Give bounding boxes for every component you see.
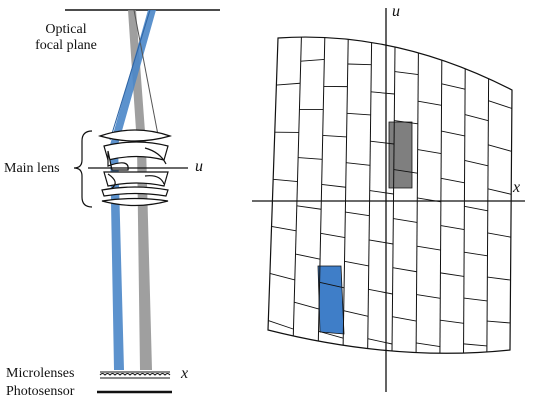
grid-brick-line	[276, 82, 301, 86]
ray-space-grid	[267, 36, 513, 354]
grid-brick-line	[441, 83, 466, 90]
grid-brick-line	[319, 281, 345, 289]
grid-column-line	[342, 39, 349, 346]
main-lens-elements	[97, 129, 173, 207]
grid-brick-line	[416, 294, 441, 299]
microlens-array	[99, 371, 171, 379]
main-lens-label: Main lens	[4, 161, 60, 176]
grid-column-line	[367, 42, 373, 349]
grid-brick-line	[320, 232, 345, 239]
grid-brick-line	[269, 273, 295, 281]
grid-brick-line	[346, 112, 371, 116]
grid-column-line	[439, 60, 443, 354]
grid-brick-line	[318, 330, 344, 339]
grid-brick-line	[440, 177, 465, 184]
grid-brick-line	[295, 253, 321, 260]
grid-brick-line	[464, 159, 489, 167]
grid-brick-line	[417, 100, 442, 106]
right-u-axis-label: u	[392, 3, 400, 20]
grid-brick-line	[463, 343, 487, 347]
grid-brick-line	[271, 225, 297, 232]
grid-brick-line	[488, 100, 512, 109]
grid-brick-line	[345, 211, 370, 217]
grid-brick-line	[392, 267, 417, 273]
grid-column-line	[486, 78, 490, 352]
grid-column-line	[391, 46, 396, 352]
left-u-axis-label: u	[195, 158, 203, 175]
grid-brick-line	[464, 251, 488, 257]
grid-brick-line	[487, 232, 511, 238]
grid-column-line	[415, 52, 419, 353]
grid-brick-line	[394, 120, 418, 125]
grid-brick-line	[488, 144, 512, 152]
grid-brick-line	[300, 59, 325, 62]
grid-brick-line	[296, 205, 322, 210]
grid-brick-line	[440, 225, 465, 231]
grid-brick-line	[368, 239, 394, 245]
grid-brick-line	[440, 272, 465, 277]
right-x-axis-label: x	[513, 179, 521, 196]
grid-brick-line	[464, 205, 488, 212]
grid-brick-line	[343, 310, 369, 317]
grid-brick-line	[321, 183, 346, 188]
grid-brick-line	[294, 301, 320, 310]
optical-focal-plane-line2: focal plane	[35, 38, 97, 53]
grid-brick-line	[417, 149, 442, 155]
grid-column-line	[463, 68, 466, 354]
blue-chief-ray	[109, 9, 151, 141]
grid-brick-line	[347, 63, 372, 66]
optical-focal-plane-label: Optical focal plane	[26, 22, 106, 54]
grid-brick-line	[440, 319, 464, 324]
gray-chief-ray	[133, 9, 159, 136]
grid-brick-line	[393, 169, 418, 174]
gray-ray-cell	[388, 121, 413, 189]
blue-ray-cell	[317, 265, 345, 335]
grid-brick-line	[393, 218, 418, 223]
grid-brick-line	[464, 114, 489, 122]
grid-brick-line	[273, 178, 298, 183]
grid-brick-line	[346, 162, 371, 166]
grid-brick-line	[416, 342, 441, 348]
grid-brick-line	[441, 130, 465, 137]
grid-brick-line	[487, 276, 511, 281]
left-x-axis-label: x	[181, 365, 189, 382]
grid-brick-line	[369, 190, 394, 195]
grid-brick-line	[298, 157, 323, 160]
grid-boundary	[267, 36, 513, 354]
main-lens-brace	[73, 130, 93, 208]
grid-brick-line	[487, 188, 512, 195]
optical-focal-plane-line1: Optical	[45, 22, 87, 37]
grid-column-line	[292, 37, 302, 336]
photosensor-label: Photosensor	[6, 384, 75, 399]
blue-ray-bundle	[110, 10, 156, 370]
grid-brick-line	[392, 316, 417, 322]
grid-brick-line	[416, 245, 441, 251]
grid-column-line	[317, 37, 326, 342]
grid-brick-line	[368, 288, 393, 295]
grid-brick-line	[370, 140, 395, 145]
grid-brick-line	[367, 338, 393, 345]
grid-brick-line	[268, 320, 294, 330]
grid-brick-line	[344, 260, 369, 267]
grid-brick-line	[463, 297, 488, 302]
grid-brick-line	[370, 91, 395, 95]
grid-brick-line	[322, 134, 347, 138]
microlenses-label: Microlenses	[6, 366, 75, 381]
grid-brick-line	[487, 320, 511, 324]
grid-brick-line	[394, 71, 419, 75]
